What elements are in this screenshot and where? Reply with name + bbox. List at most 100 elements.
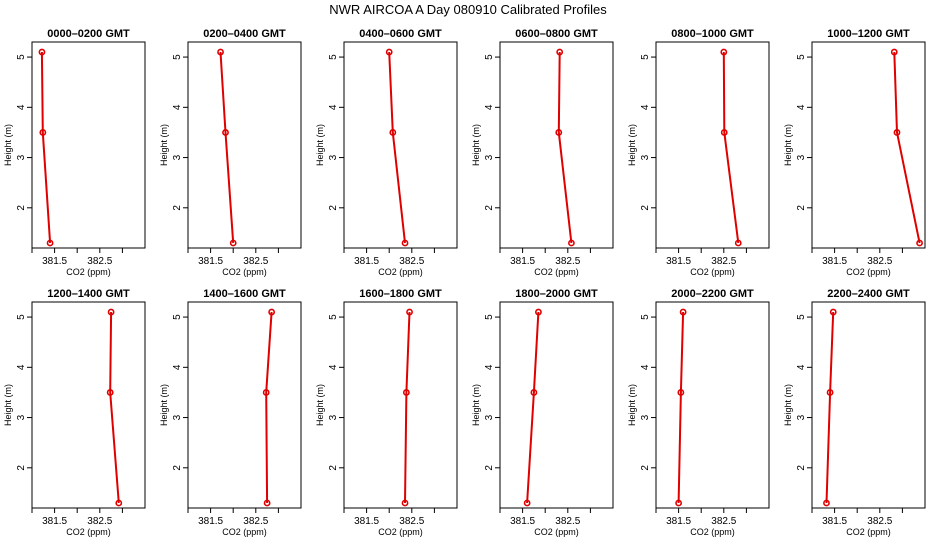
y-tick-label: 2 (328, 205, 339, 211)
y-tick-label: 3 (16, 414, 27, 420)
x-tick-label: 382.5 (555, 516, 580, 527)
profile-point (535, 308, 542, 316)
x-axis-label: CO2 (ppm) (222, 527, 267, 537)
profile-point (401, 239, 409, 247)
profile-line (677, 311, 685, 504)
profile-line (219, 51, 235, 244)
y-axis-label: Height (m) (315, 384, 325, 426)
profile-line (526, 311, 540, 504)
x-tick-label: 381.5 (822, 256, 847, 267)
y-axis-label: Height (m) (471, 124, 481, 166)
y-axis-label: Height (m) (159, 384, 169, 426)
plot-frame (811, 41, 926, 249)
x-tick-label: 382.5 (243, 256, 268, 267)
plot-frame (187, 41, 302, 249)
x-axis-label: CO2 (ppm) (690, 527, 735, 537)
figure-title: NWR AIRCOA A Day 080910 Calibrated Profi… (329, 2, 607, 17)
panel-title: 2000–2200 GMT (671, 288, 754, 300)
y-tick-label: 2 (172, 465, 183, 471)
x-tick-label: 382.5 (243, 516, 268, 527)
y-tick-label: 2 (16, 205, 27, 211)
profile-point (720, 48, 728, 56)
profile-point (679, 308, 687, 316)
y-tick-label: 5 (16, 54, 27, 60)
plot-frame (343, 301, 458, 509)
y-tick-label: 3 (328, 154, 339, 160)
y-tick-label: 4 (796, 104, 807, 110)
x-tick-label: 381.5 (666, 516, 691, 527)
x-tick-label: 382.5 (399, 256, 424, 267)
profile-point (263, 499, 271, 507)
profile-point (530, 389, 538, 396)
x-axis-label: CO2 (ppm) (534, 527, 579, 537)
y-tick-label: 3 (484, 154, 495, 160)
profile-point (268, 308, 276, 316)
profile-point (916, 239, 923, 247)
y-tick-label: 5 (16, 314, 27, 320)
y-tick-label: 4 (328, 364, 339, 370)
profile-point (402, 389, 410, 396)
x-tick-label: 381.5 (42, 256, 67, 267)
profile-point (556, 48, 564, 56)
y-tick-label: 2 (796, 205, 807, 211)
y-tick-label: 5 (640, 314, 651, 320)
x-axis-label: CO2 (ppm) (846, 267, 891, 277)
profile-point (106, 389, 114, 396)
panel-title: 1000–1200 GMT (827, 28, 910, 40)
profile-point (222, 129, 229, 136)
y-tick-label: 3 (796, 414, 807, 420)
y-axis-label: Height (m) (315, 124, 325, 166)
profile-line (388, 51, 406, 244)
profile-point (107, 308, 115, 316)
y-axis-label: Height (m) (627, 384, 637, 426)
plot-frame (655, 301, 770, 509)
y-tick-label: 3 (16, 154, 27, 160)
y-axis-label: Height (m) (627, 124, 637, 166)
profile-point (893, 129, 901, 136)
profile-point (389, 129, 397, 136)
x-tick-label: 381.5 (354, 516, 379, 527)
panel-title: 0400–0600 GMT (359, 28, 442, 40)
panel-title: 1800–2000 GMT (515, 288, 598, 300)
profile-point (46, 239, 54, 247)
profile-line (265, 311, 273, 504)
panel-title: 0800–1000 GMT (671, 28, 754, 40)
profile-point (217, 48, 224, 56)
panel-title: 2200–2400 GMT (827, 288, 910, 300)
y-tick-label: 3 (172, 414, 183, 420)
profile-point (406, 308, 413, 316)
y-tick-label: 4 (484, 364, 495, 370)
x-tick-label: 382.5 (867, 516, 892, 527)
y-tick-label: 5 (796, 54, 807, 60)
x-axis-label: CO2 (ppm) (222, 267, 267, 277)
profile-point (262, 389, 270, 396)
x-tick-label: 381.5 (198, 256, 223, 267)
plot-frame (31, 301, 146, 509)
y-tick-label: 5 (328, 314, 339, 320)
y-tick-label: 4 (796, 364, 807, 370)
plot-frame (811, 301, 926, 509)
y-tick-label: 4 (16, 364, 27, 370)
profile-line (109, 311, 120, 504)
y-tick-label: 4 (172, 104, 183, 110)
profile-point (115, 499, 123, 507)
panel-title: 1400–1600 GMT (203, 288, 286, 300)
panel-title: 0600–0800 GMT (515, 28, 598, 40)
x-tick-label: 382.5 (711, 516, 736, 527)
profile-point (890, 48, 898, 56)
y-tick-label: 3 (172, 154, 183, 160)
panel-title: 1600–1800 GMT (359, 288, 442, 300)
profile-point (677, 389, 685, 396)
profile-point (401, 499, 409, 507)
profile-line (893, 51, 921, 244)
y-tick-label: 2 (484, 465, 495, 471)
